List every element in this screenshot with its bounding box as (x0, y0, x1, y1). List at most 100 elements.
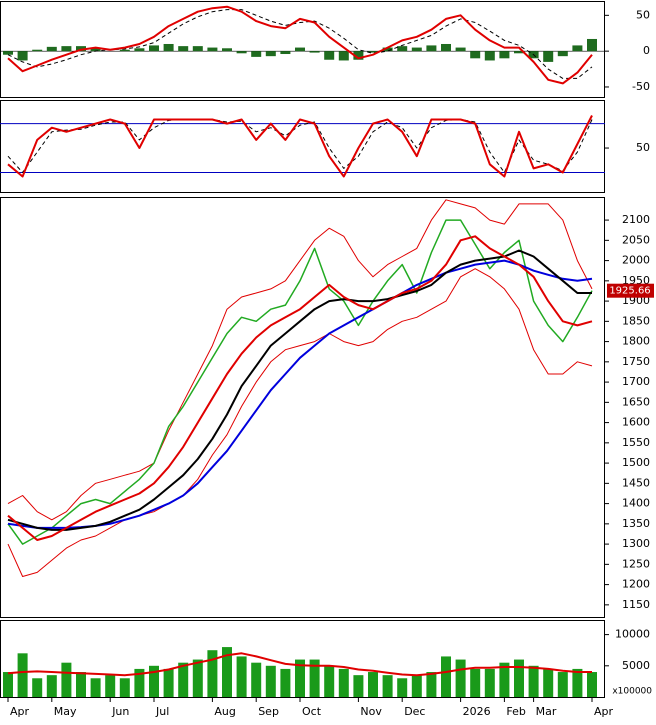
bar (309, 51, 320, 53)
bar (134, 668, 145, 697)
panel-frame (0, 620, 605, 698)
y-tick-label: 0 (643, 44, 650, 57)
y-tick-label: 1600 (622, 416, 650, 429)
bar (353, 51, 364, 60)
bar (368, 672, 378, 697)
bar (426, 672, 437, 697)
bar (251, 662, 262, 697)
bar (236, 656, 247, 697)
series-line (7, 652, 592, 677)
bar (265, 51, 276, 57)
y-tick-label: 5000 (622, 659, 650, 672)
bar (46, 675, 57, 697)
x-tick-label: Oct (302, 705, 322, 718)
bar (397, 678, 408, 697)
bar (46, 46, 57, 52)
bar (222, 647, 232, 697)
panel-frame (0, 100, 605, 193)
x-tick-label: Apr (594, 705, 614, 718)
bar (411, 675, 422, 697)
bar (207, 650, 218, 697)
series-line (7, 268, 593, 577)
unit-label: x100000 (612, 687, 652, 697)
y-tick-label: 10000 (615, 628, 650, 641)
y-tick-label: 1300 (622, 537, 650, 550)
series-line (7, 249, 592, 531)
bar (499, 662, 510, 697)
bar (484, 51, 495, 61)
last-price-tag (607, 283, 654, 298)
x-tick-label: Jul (155, 705, 169, 718)
x-tick-label: Jun (111, 705, 129, 718)
bar (90, 47, 101, 52)
x-tick-label: Feb (506, 705, 525, 718)
bar (192, 659, 203, 697)
last-price-label: 1925.66 (609, 286, 650, 297)
bar (514, 659, 524, 697)
bar (382, 675, 393, 697)
series-line (7, 119, 593, 173)
bar (572, 45, 583, 52)
y-tick-label: 2000 (622, 254, 650, 267)
bar (470, 668, 481, 697)
bar (543, 668, 554, 697)
x-tick-label: Aug (214, 705, 235, 718)
bar (90, 678, 101, 697)
bar (17, 51, 28, 61)
bar (295, 47, 305, 52)
bar (61, 46, 72, 52)
bar (163, 43, 174, 52)
y-tick-label: 1700 (622, 375, 650, 388)
series-line (7, 235, 593, 541)
y-tick-label: 1750 (622, 355, 650, 368)
bar (397, 46, 408, 52)
bar (178, 662, 189, 697)
bar (76, 46, 86, 52)
bar (514, 51, 524, 54)
bar (236, 51, 247, 54)
y-tick-label: 50 (636, 8, 650, 21)
bar (368, 51, 378, 53)
y-tick-label: 2050 (622, 233, 650, 246)
y-tick-label: 1150 (622, 598, 650, 611)
bar (149, 665, 159, 697)
panel-frame (0, 1, 605, 98)
series-line (7, 9, 593, 79)
bar (76, 672, 86, 697)
y-tick-label: 1250 (622, 557, 650, 570)
bar (455, 47, 466, 52)
x-tick-label: Dec (404, 705, 425, 718)
series-line (7, 199, 593, 521)
bar (3, 51, 13, 55)
bar (3, 672, 13, 697)
bar (411, 47, 422, 52)
bar (557, 672, 568, 697)
bar (295, 659, 305, 697)
y-tick-label: 1400 (622, 497, 650, 510)
bar (134, 48, 145, 52)
bar (382, 47, 393, 52)
y-tick-label: 50 (636, 141, 650, 154)
series-line (7, 219, 593, 545)
y-tick-label: 1950 (622, 274, 650, 287)
y-tick-label: 1850 (622, 314, 650, 327)
bar (61, 662, 72, 697)
y-tick-label: 2100 (622, 213, 650, 226)
x-tick-label: Apr (10, 705, 30, 718)
bar (470, 51, 481, 59)
bar (251, 51, 262, 57)
y-tick-label: 1350 (622, 517, 650, 530)
bar (222, 48, 232, 52)
y-tick-label: 1450 (622, 476, 650, 489)
bar (32, 49, 43, 52)
x-tick-label: Nov (360, 705, 382, 718)
x-tick-label: 2026 (463, 705, 491, 718)
bar (280, 51, 291, 55)
bar (441, 43, 451, 52)
bar (17, 653, 28, 697)
bar (441, 656, 451, 697)
bar (587, 38, 597, 52)
bar (455, 659, 466, 697)
